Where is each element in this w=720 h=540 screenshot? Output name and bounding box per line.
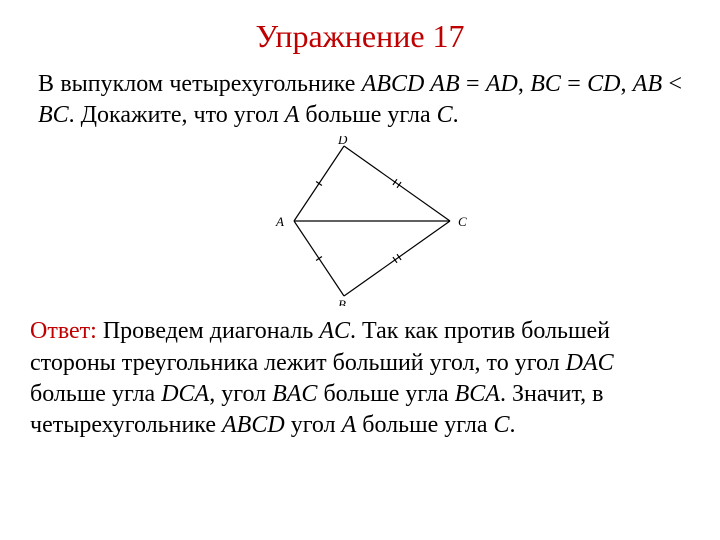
svg-text:A: A xyxy=(275,214,284,229)
svg-text:C: C xyxy=(458,214,467,229)
svg-text:B: B xyxy=(338,297,346,306)
exercise-title: Упражнение 17 xyxy=(0,0,720,55)
svg-text:D: D xyxy=(337,136,348,147)
problem-text: В выпуклом четырехугольнике ABCD AB = AD… xyxy=(0,55,720,130)
answer-text: Ответ: Проведем диагональ AC. Так как пр… xyxy=(0,306,720,441)
answer-label: Ответ: xyxy=(30,318,97,344)
figure-container: A B C D xyxy=(0,136,720,306)
quadrilateral-diagram: A B C D xyxy=(240,136,480,306)
